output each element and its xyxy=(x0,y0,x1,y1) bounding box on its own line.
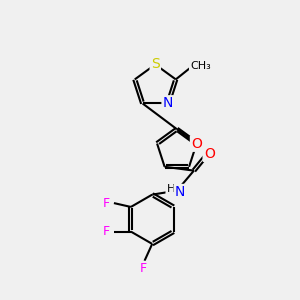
Text: F: F xyxy=(140,262,146,275)
Text: F: F xyxy=(103,225,110,238)
Text: N: N xyxy=(175,185,185,199)
Text: F: F xyxy=(103,196,110,210)
Text: S: S xyxy=(151,58,160,71)
Text: O: O xyxy=(191,136,202,151)
Text: N: N xyxy=(163,97,173,110)
Text: CH₃: CH₃ xyxy=(190,61,211,70)
Text: H: H xyxy=(167,184,175,194)
Text: O: O xyxy=(204,147,215,161)
